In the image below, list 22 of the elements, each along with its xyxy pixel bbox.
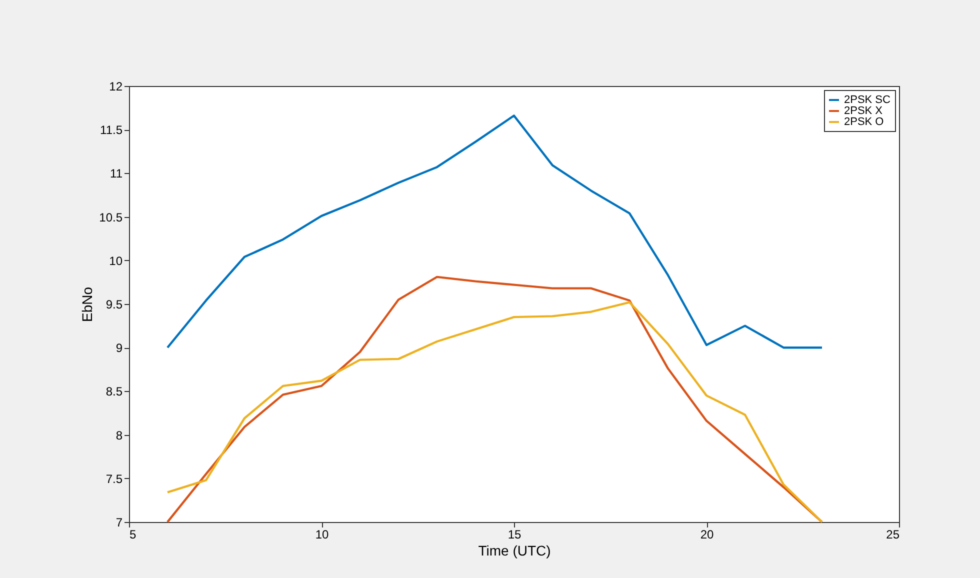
y-tick-label: 10.5 [99, 210, 123, 224]
y-tick-label: 8 [116, 428, 123, 442]
x-tick-label: 15 [508, 528, 522, 542]
y-tick-label: 8.5 [106, 384, 123, 399]
y-tick-label: 7 [116, 516, 123, 530]
legend-label: 2PSK X [844, 105, 884, 117]
y-tick-label: 9.5 [106, 298, 123, 312]
y-tick-label: 12 [109, 80, 123, 94]
x-tick-label: 25 [886, 528, 900, 542]
y-tick-label: 7.5 [106, 472, 123, 486]
legend-label: 2PSK SC [844, 94, 891, 106]
y-tick-label: 11 [110, 166, 123, 181]
y-tick-label: 11.5 [100, 123, 123, 138]
x-tick-label: 10 [315, 528, 329, 542]
y-tick-label: 9 [116, 341, 123, 356]
x-tick-label: 5 [130, 528, 136, 542]
x-axis-title: Time (UTC) [478, 542, 551, 558]
y-tick-label: 10 [109, 254, 123, 268]
line-series [166, 114, 824, 349]
x-tick-label: 20 [700, 528, 714, 542]
y-axis-title: EbNo [79, 286, 96, 322]
legend-label: 2PSK O [844, 116, 884, 128]
